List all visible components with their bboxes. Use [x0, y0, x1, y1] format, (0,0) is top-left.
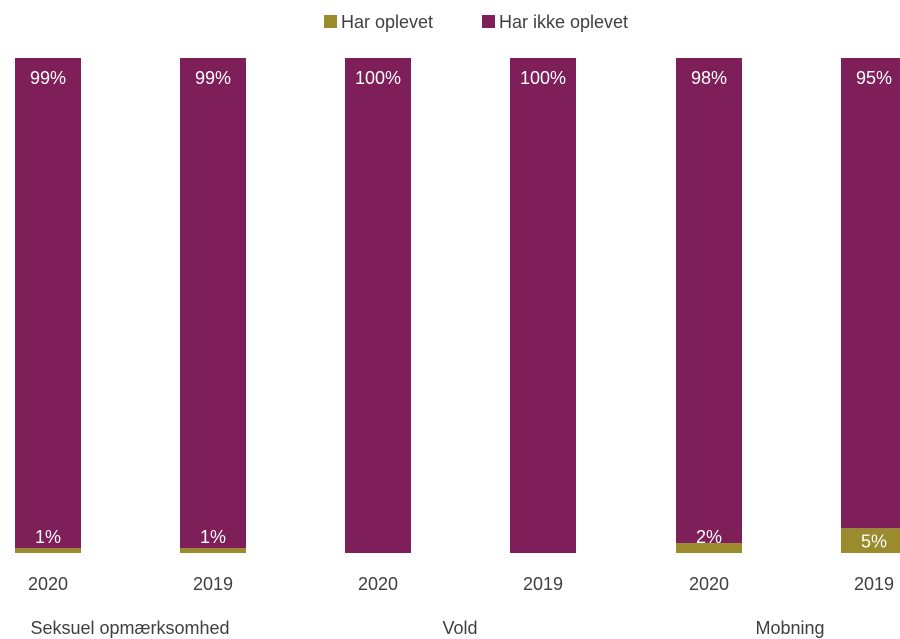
- data-label-s1-c2: 1%: [200, 527, 226, 547]
- x-tick-label-1: 2020: [28, 574, 68, 594]
- data-labels: 1% 99% 1% 99% 100% 100% 2% 98% 5% 95%: [30, 68, 892, 552]
- bar-segment-s2-c6: [841, 58, 900, 529]
- x-tick-label-3: 2020: [358, 574, 398, 594]
- bar-segment-s1-c1: [15, 548, 81, 553]
- data-label-s1-c1: 1%: [35, 527, 61, 547]
- data-label-s2-c4: 100%: [520, 68, 566, 88]
- data-label-s1-c6: 5%: [861, 532, 887, 552]
- data-label-s2-c5: 98%: [691, 68, 727, 88]
- bar-segment-s1-c5: [676, 543, 742, 553]
- group-label-1: Seksuel opmærksomhed: [30, 618, 229, 638]
- data-label-s2-c2: 99%: [195, 68, 231, 88]
- x-tick-label-6: 2019: [854, 574, 894, 594]
- group-label-3: Mobning: [755, 618, 824, 638]
- legend-label-2: Har ikke oplevet: [499, 12, 628, 32]
- bar-segment-s2-c4: [510, 58, 576, 553]
- x-tick-label-5: 2020: [689, 574, 729, 594]
- bar-segment-s2-c2: [180, 58, 246, 549]
- bar-segment-s2-c1: [15, 58, 81, 549]
- data-label-s2-c3: 100%: [355, 68, 401, 88]
- x-tick-label-2: 2019: [193, 574, 233, 594]
- bar-segment-s2-c3: [345, 58, 411, 553]
- bar-segment-s2-c5: [676, 58, 742, 544]
- legend: Har oplevet Har ikke oplevet: [324, 12, 628, 32]
- x-axis: 2020 2019 2020 2019 2020 2019 Seksuel opmærkso…: [28, 574, 894, 638]
- bars: [15, 58, 900, 553]
- x-tick-label-4: 2019: [523, 574, 563, 594]
- legend-swatch-2: [482, 15, 495, 28]
- group-label-2: Vold: [442, 618, 477, 638]
- legend-swatch-1: [324, 15, 337, 28]
- data-label-s2-c1: 99%: [30, 68, 66, 88]
- legend-label-1: Har oplevet: [341, 12, 433, 32]
- data-label-s2-c6: 95%: [856, 68, 892, 88]
- data-label-s1-c5: 2%: [696, 527, 722, 547]
- bar-segment-s1-c2: [180, 548, 246, 553]
- bar-segment-s1-c6: [841, 528, 900, 553]
